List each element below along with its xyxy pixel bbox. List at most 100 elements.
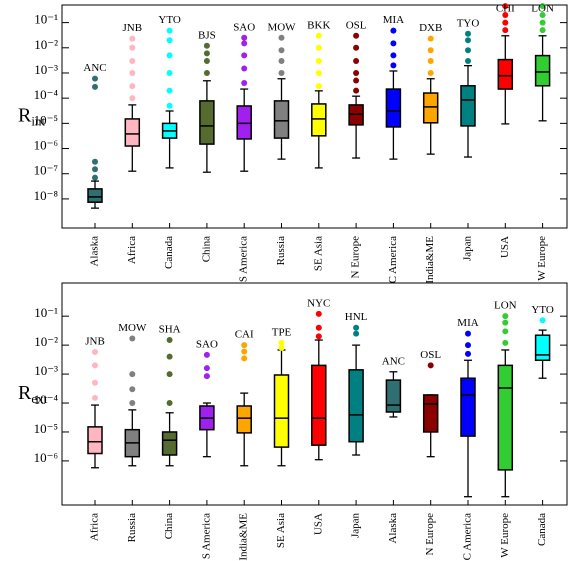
- x-tick-label: India&ME: [238, 513, 250, 561]
- station-label: YTO: [531, 304, 553, 316]
- outlier: [539, 317, 546, 324]
- outlier: [465, 47, 471, 54]
- outlier: [427, 69, 434, 76]
- x-tick-label: N Europe: [350, 236, 362, 279]
- box: [161, 431, 178, 456]
- outlier: [278, 69, 285, 76]
- box: [124, 118, 141, 147]
- outlier: [278, 34, 285, 41]
- y-label-main: R: [18, 382, 32, 404]
- plot-frame: [61, 4, 568, 229]
- outlier: [278, 57, 285, 64]
- x-tick-label: W Europe: [499, 513, 511, 558]
- x-tick-label: China: [163, 513, 175, 539]
- x-tick-label: USA: [499, 236, 511, 258]
- outlier: [353, 87, 360, 94]
- y-tick-label: 10⁻³: [34, 363, 58, 378]
- outlier: [92, 362, 98, 369]
- outlier: [166, 27, 173, 34]
- outlier: [465, 342, 471, 349]
- station-label: SAO: [233, 21, 255, 33]
- y-label-main: R: [18, 104, 32, 126]
- outlier: [465, 57, 471, 64]
- station-label: SHA: [159, 324, 181, 336]
- outlier: [241, 348, 248, 355]
- outlier: [129, 35, 136, 42]
- y-label-sub: int: [31, 113, 45, 128]
- box: [497, 364, 514, 471]
- station-label: CAI: [235, 329, 254, 341]
- outlier: [129, 95, 136, 102]
- y-axis-label: Rint: [18, 104, 45, 128]
- outlier: [315, 310, 322, 317]
- station-label: OSL: [346, 19, 367, 31]
- outlier: [427, 47, 434, 54]
- box: [422, 394, 439, 433]
- y-tick-label: 10⁻⁴: [34, 87, 59, 102]
- box: [422, 92, 439, 124]
- box: [87, 188, 103, 203]
- outlier: [315, 83, 322, 90]
- outlier: [539, 19, 546, 26]
- outlier: [315, 333, 322, 340]
- outlier: [92, 166, 98, 173]
- outlier: [92, 394, 98, 401]
- outlier: [129, 335, 136, 342]
- box: [497, 58, 514, 90]
- outlier: [203, 57, 210, 64]
- y-tick-label: 10⁻¹: [34, 12, 58, 27]
- outlier: [353, 330, 360, 337]
- x-tick-label: Canada: [536, 513, 548, 546]
- x-tick-label: C America: [387, 236, 399, 283]
- outlier: [241, 80, 248, 87]
- outlier: [315, 32, 322, 39]
- outlier: [539, 3, 546, 10]
- station-label: CHI: [496, 3, 515, 15]
- outlier: [353, 32, 360, 39]
- x-tick-label: Canada: [163, 236, 175, 269]
- outlier: [502, 19, 509, 26]
- outlier: [502, 319, 509, 326]
- outlier: [390, 62, 397, 69]
- box: [87, 426, 103, 455]
- outlier: [502, 339, 509, 346]
- box: [273, 374, 290, 448]
- y-tick-label: 10⁻⁶: [34, 450, 58, 465]
- station-label: NYC: [307, 297, 330, 309]
- box: [273, 100, 290, 139]
- x-tick-label: India&ME: [424, 236, 436, 284]
- x-tick-label: Russia: [275, 236, 287, 265]
- x-tick-label: W Europe: [536, 236, 548, 281]
- station-label: ANC: [83, 62, 106, 74]
- box: [460, 377, 476, 437]
- outlier: [166, 69, 173, 76]
- box: [311, 103, 327, 137]
- outlier: [203, 69, 210, 76]
- x-tick-label: Africa: [126, 236, 138, 264]
- box: [236, 405, 252, 434]
- outlier: [203, 365, 210, 372]
- outlier: [427, 35, 434, 42]
- outlier: [315, 69, 322, 76]
- x-tick-label: China: [200, 236, 212, 262]
- outlier: [390, 27, 397, 34]
- x-tick-label: Japan: [462, 236, 474, 262]
- x-tick-label: SE Asia: [312, 236, 324, 271]
- station-label: HNL: [345, 311, 368, 323]
- box: [460, 85, 476, 127]
- outlier: [92, 83, 98, 90]
- outlier: [390, 40, 397, 47]
- outlier: [92, 158, 98, 165]
- y-label-sub: ext: [31, 391, 47, 406]
- outlier: [465, 330, 471, 337]
- x-tick-label: Russia: [126, 513, 138, 542]
- outlier: [539, 12, 546, 19]
- outlier: [465, 350, 471, 357]
- y-tick-label: 10⁻⁶: [34, 138, 58, 153]
- outlier: [315, 44, 322, 51]
- outlier: [427, 362, 434, 369]
- station-label: MIA: [457, 317, 478, 329]
- box: [348, 369, 364, 443]
- outlier: [92, 379, 98, 386]
